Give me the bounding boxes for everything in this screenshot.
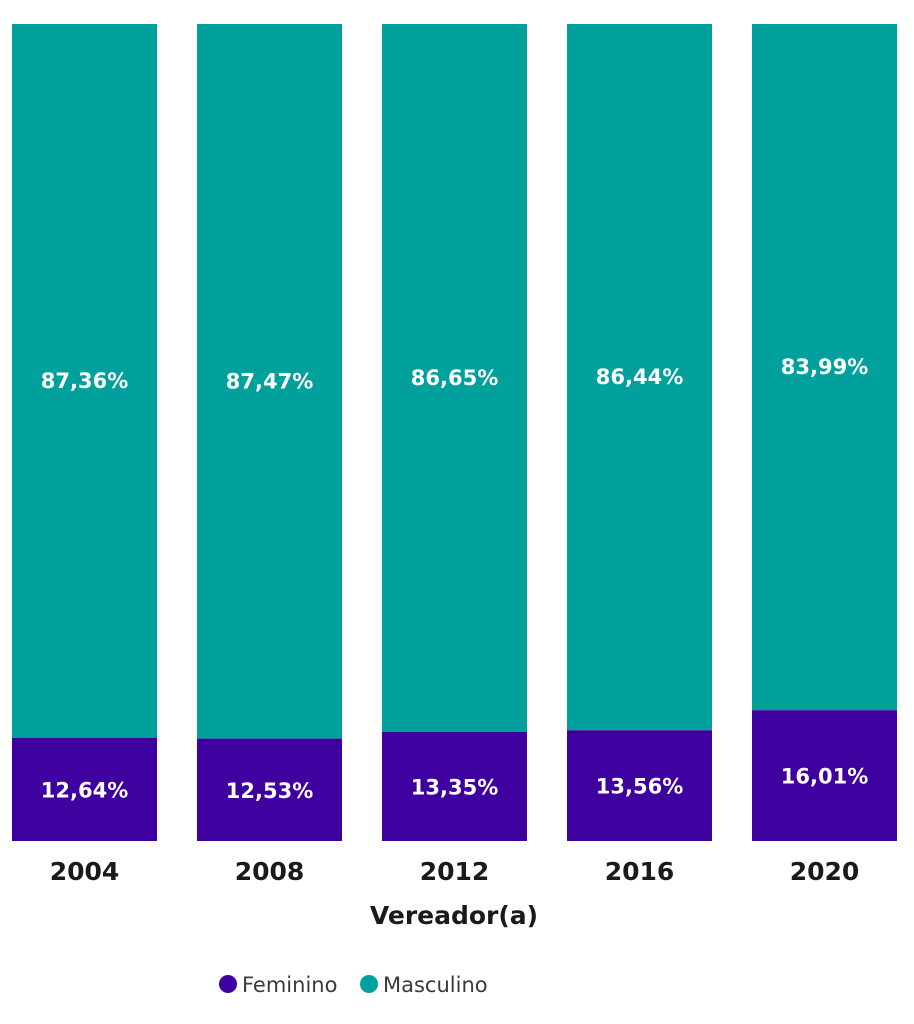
legend-label-masculino: Masculino xyxy=(383,973,488,997)
data-label-masculino-2016: 86,44% xyxy=(596,365,683,389)
data-label-feminino-2012: 13,35% xyxy=(411,775,498,799)
data-label-feminino-2004: 12,64% xyxy=(41,778,128,802)
bar-feminino-2008 xyxy=(197,738,342,841)
data-label-masculino-2012: 86,65% xyxy=(411,366,498,390)
legend: Feminino Masculino xyxy=(219,973,488,997)
x-axis-title: Vereador(a) xyxy=(370,901,538,930)
data-label-feminino-2016: 13,56% xyxy=(596,775,683,799)
x-tick-2012: 2012 xyxy=(420,857,490,886)
bar-feminino-2004 xyxy=(12,737,157,841)
data-label-feminino-2020: 16,01% xyxy=(781,765,868,789)
legend-marker-masculino xyxy=(360,975,378,993)
x-tick-2004: 2004 xyxy=(50,857,120,886)
legend-label-feminino: Feminino xyxy=(242,973,337,997)
bar-masculino-2016 xyxy=(567,24,712,731)
bar-masculino-2012 xyxy=(382,24,527,732)
bar-masculino-2008 xyxy=(197,24,342,739)
bar-feminino-2016 xyxy=(567,730,712,841)
x-tick-2008: 2008 xyxy=(235,857,305,886)
x-tick-2016: 2016 xyxy=(605,857,675,886)
x-tick-2020: 2020 xyxy=(790,857,860,886)
data-label-masculino-2004: 87,36% xyxy=(41,369,128,393)
bar-feminino-2020 xyxy=(752,710,897,841)
legend-marker-feminino xyxy=(219,975,237,993)
bar-masculino-2004 xyxy=(12,24,157,738)
x-tick-labels: 2004 2008 2012 2016 2020 xyxy=(50,857,860,886)
data-label-masculino-2008: 87,47% xyxy=(226,369,313,393)
bar-masculino-2020 xyxy=(752,24,897,711)
data-label-masculino-2020: 83,99% xyxy=(781,355,868,379)
data-label-feminino-2008: 12,53% xyxy=(226,779,313,803)
bar-feminino-2012 xyxy=(382,731,527,841)
bars-group: 87,36% 12,64% 87,47% 12,53% 86,65% 13,35% 86,4… xyxy=(12,24,897,841)
